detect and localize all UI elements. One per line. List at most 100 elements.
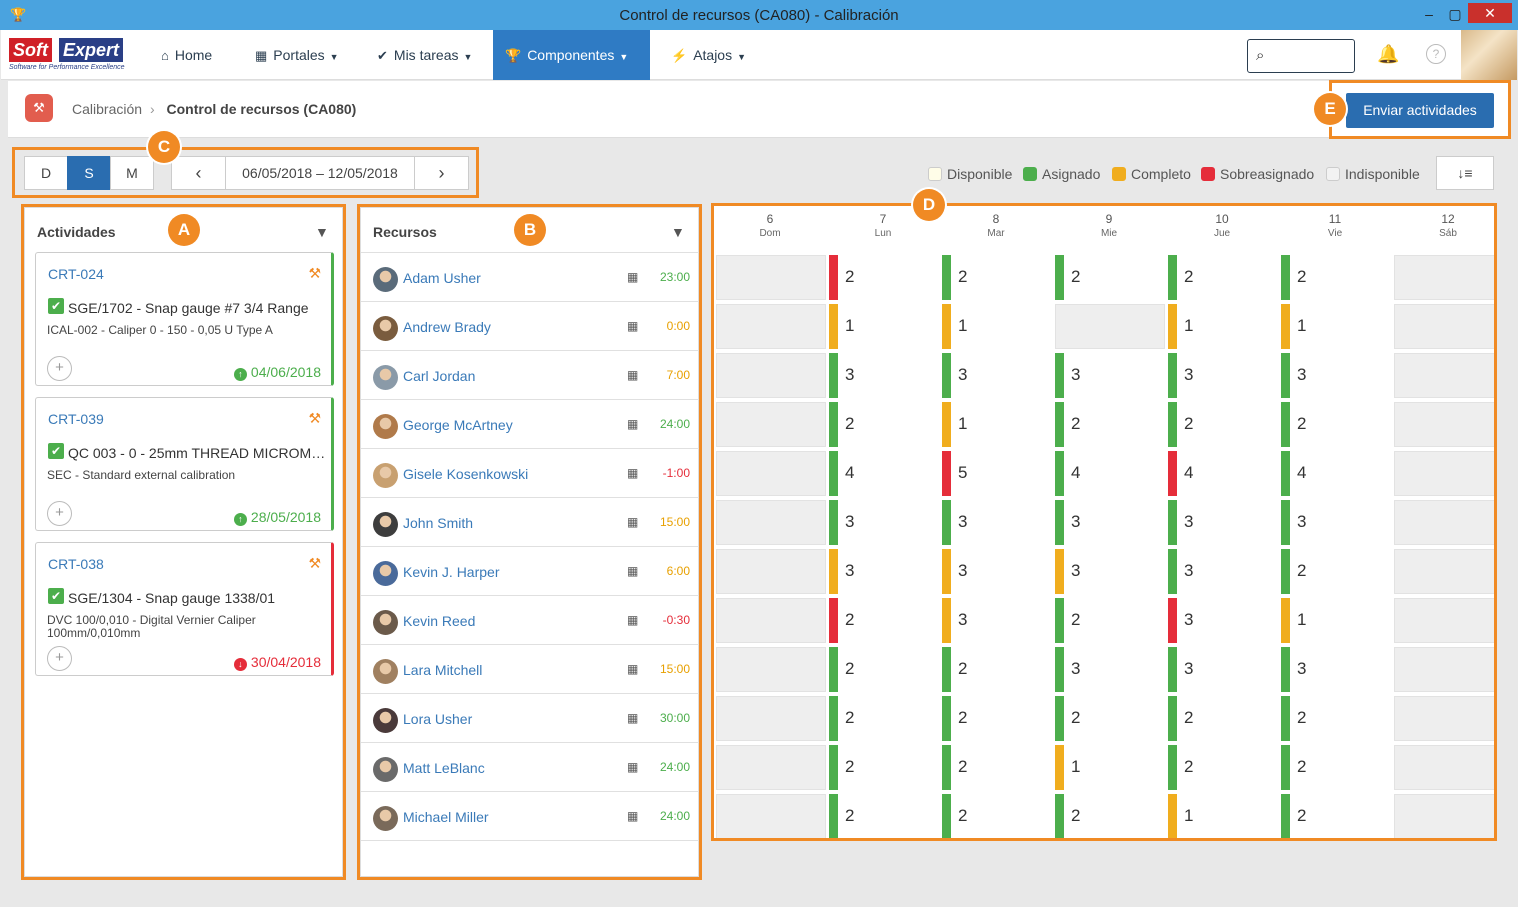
resource-name[interactable]: Gisele Kosenkowski xyxy=(403,466,529,482)
resource-row[interactable]: Carl Jordan ▦ 7:00 xyxy=(361,351,700,400)
schedule-cell[interactable]: 5 xyxy=(942,451,1052,496)
calendar-icon[interactable]: ▦ xyxy=(627,809,639,823)
help-icon[interactable]: ? xyxy=(1426,44,1446,64)
schedule-cell[interactable]: 3 xyxy=(1055,647,1165,692)
schedule-cell-unavailable[interactable] xyxy=(716,255,826,300)
schedule-cell[interactable]: 4 xyxy=(1168,451,1278,496)
nav-mis-tareas[interactable]: ✔ Mis tareas ▼ xyxy=(365,30,484,80)
resource-name[interactable]: John Smith xyxy=(403,515,474,531)
schedule-cell[interactable]: 2 xyxy=(1055,402,1165,447)
schedule-cell[interactable]: 1 xyxy=(1281,304,1391,349)
calendar-icon[interactable]: ▦ xyxy=(627,515,639,529)
schedule-cell[interactable]: 2 xyxy=(829,402,939,447)
search-input[interactable]: ⌕ xyxy=(1247,39,1355,73)
schedule-cell[interactable]: 3 xyxy=(1168,500,1278,545)
schedule-cell-unavailable[interactable] xyxy=(716,500,826,545)
schedule-cell[interactable]: 2 xyxy=(942,745,1052,790)
schedule-cell[interactable]: 3 xyxy=(1168,549,1278,594)
calendar-icon[interactable]: ▦ xyxy=(627,417,639,431)
schedule-cell[interactable]: 3 xyxy=(1281,647,1391,692)
prev-week-button[interactable]: ‹ xyxy=(171,156,226,190)
schedule-cell-unavailable[interactable] xyxy=(1394,794,1494,838)
schedule-cell[interactable]: 3 xyxy=(942,598,1052,643)
resource-name[interactable]: Carl Jordan xyxy=(403,368,476,384)
schedule-cell-unavailable[interactable] xyxy=(1394,745,1494,790)
date-range[interactable]: 06/05/2018 – 12/05/2018 xyxy=(225,156,415,190)
calendar-icon[interactable]: ▦ xyxy=(627,613,639,627)
filter-icon[interactable]: ▼ xyxy=(315,224,329,240)
send-activities-button[interactable]: Enviar actividades xyxy=(1346,93,1494,128)
add-button[interactable]: + xyxy=(47,646,72,671)
bell-icon[interactable]: 🔔 xyxy=(1377,44,1400,64)
resource-row[interactable]: Adam Usher ▦ 23:00 xyxy=(361,253,700,302)
resource-name[interactable]: Andrew Brady xyxy=(403,319,491,335)
schedule-cell-unavailable[interactable] xyxy=(716,696,826,741)
schedule-cell-unavailable[interactable] xyxy=(1394,402,1494,447)
view-month-button[interactable]: M xyxy=(110,156,154,190)
schedule-cell-unavailable[interactable] xyxy=(716,647,826,692)
resource-row[interactable]: Matt LeBlanc ▦ 24:00 xyxy=(361,743,700,792)
next-week-button[interactable]: › xyxy=(414,156,469,190)
resource-row[interactable]: Gisele Kosenkowski ▦ -1:00 xyxy=(361,449,700,498)
schedule-cell[interactable]: 4 xyxy=(1281,451,1391,496)
schedule-cell-unavailable[interactable] xyxy=(1055,304,1165,349)
schedule-cell[interactable]: 1 xyxy=(829,304,939,349)
resource-row[interactable]: Kevin Reed ▦ -0:30 xyxy=(361,596,700,645)
resource-row[interactable]: John Smith ▦ 15:00 xyxy=(361,498,700,547)
schedule-cell-unavailable[interactable] xyxy=(716,402,826,447)
add-button[interactable]: + xyxy=(47,501,72,526)
minimize-button[interactable]: – xyxy=(1425,6,1433,22)
activity-code[interactable]: CRT-039 xyxy=(48,411,104,427)
schedule-cell[interactable]: 2 xyxy=(1168,696,1278,741)
breadcrumb-parent[interactable]: Calibración xyxy=(72,101,143,117)
schedule-cell-unavailable[interactable] xyxy=(716,745,826,790)
calendar-icon[interactable]: ▦ xyxy=(627,466,639,480)
schedule-cell[interactable]: 3 xyxy=(942,549,1052,594)
calendar-icon[interactable]: ▦ xyxy=(627,662,639,676)
schedule-cell-unavailable[interactable] xyxy=(1394,304,1494,349)
schedule-cell[interactable]: 2 xyxy=(1168,255,1278,300)
schedule-cell[interactable]: 3 xyxy=(1055,353,1165,398)
schedule-cell[interactable]: 2 xyxy=(829,794,939,838)
schedule-cell[interactable]: 2 xyxy=(1281,745,1391,790)
schedule-cell[interactable]: 1 xyxy=(942,304,1052,349)
calendar-icon[interactable]: ▦ xyxy=(627,319,639,333)
schedule-cell[interactable]: 1 xyxy=(1168,304,1278,349)
close-button[interactable]: ✕ xyxy=(1468,3,1512,23)
schedule-cell-unavailable[interactable] xyxy=(1394,451,1494,496)
activity-code[interactable]: CRT-038 xyxy=(48,556,104,572)
schedule-cell-unavailable[interactable] xyxy=(1394,598,1494,643)
schedule-cell[interactable]: 2 xyxy=(942,794,1052,838)
schedule-cell-unavailable[interactable] xyxy=(716,549,826,594)
schedule-cell-unavailable[interactable] xyxy=(1394,500,1494,545)
resource-row[interactable]: Lara Mitchell ▦ 15:00 xyxy=(361,645,700,694)
schedule-cell[interactable]: 3 xyxy=(1055,500,1165,545)
schedule-cell[interactable]: 2 xyxy=(1055,598,1165,643)
schedule-cell[interactable]: 2 xyxy=(942,696,1052,741)
resource-row[interactable]: Michael Miller ▦ 24:00 xyxy=(361,792,700,841)
resource-name[interactable]: Kevin J. Harper xyxy=(403,564,500,580)
schedule-cell[interactable]: 1 xyxy=(1168,794,1278,838)
schedule-cell[interactable]: 3 xyxy=(829,500,939,545)
schedule-cell-unavailable[interactable] xyxy=(1394,549,1494,594)
schedule-cell[interactable]: 2 xyxy=(829,745,939,790)
schedule-cell[interactable]: 2 xyxy=(1281,794,1391,838)
resource-row[interactable]: George McArtney ▦ 24:00 xyxy=(361,400,700,449)
schedule-cell[interactable]: 2 xyxy=(942,255,1052,300)
schedule-cell-unavailable[interactable] xyxy=(1394,696,1494,741)
schedule-cell-unavailable[interactable] xyxy=(716,304,826,349)
schedule-cell[interactable]: 3 xyxy=(1168,353,1278,398)
resource-name[interactable]: Michael Miller xyxy=(403,809,489,825)
view-week-button[interactable]: S xyxy=(67,156,111,190)
schedule-cell-unavailable[interactable] xyxy=(716,451,826,496)
calendar-icon[interactable]: ▦ xyxy=(627,760,639,774)
filter-icon[interactable]: ▼ xyxy=(671,224,685,240)
nav-atajos[interactable]: ⚡ Atajos ▼ xyxy=(659,30,758,80)
schedule-cell[interactable]: 2 xyxy=(942,647,1052,692)
schedule-cell[interactable]: 2 xyxy=(829,255,939,300)
resource-name[interactable]: Lora Usher xyxy=(403,711,473,727)
schedule-cell[interactable]: 3 xyxy=(829,549,939,594)
schedule-cell[interactable]: 1 xyxy=(942,402,1052,447)
schedule-cell[interactable]: 2 xyxy=(1281,255,1391,300)
schedule-cell[interactable]: 2 xyxy=(829,598,939,643)
